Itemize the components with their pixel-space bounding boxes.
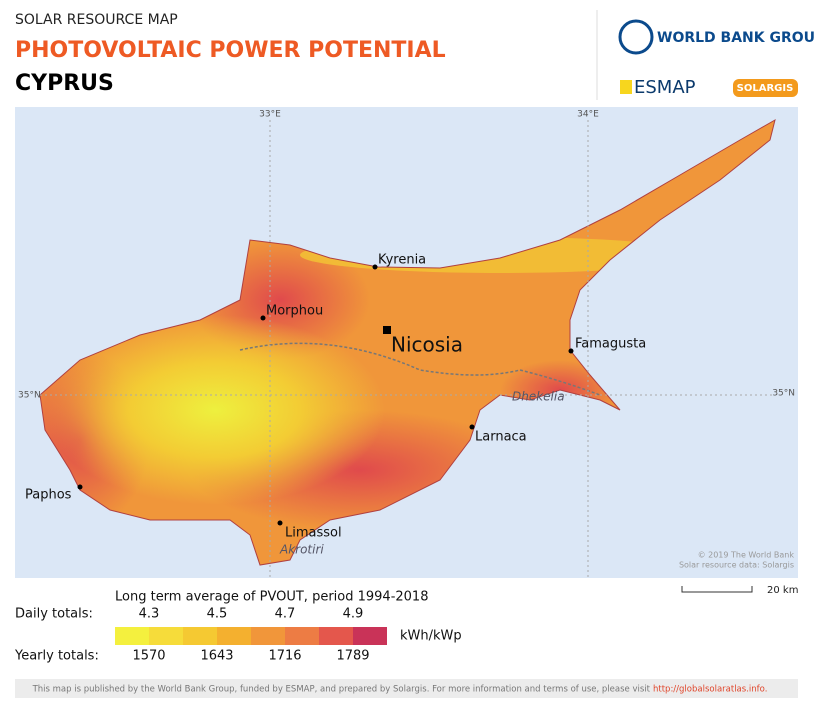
city-label: Nicosia xyxy=(391,333,463,357)
solargis-badge xyxy=(733,79,798,97)
yearly-label: Yearly totals: xyxy=(14,649,99,664)
solargis-text: SOLARGIS xyxy=(737,83,794,94)
legend-swatch xyxy=(285,627,319,645)
city-label: Kyrenia xyxy=(378,253,426,268)
city-label: Larnaca xyxy=(475,430,527,445)
legend-swatch xyxy=(319,627,353,645)
footer-link[interactable]: http://globalsolaratlas.info. xyxy=(653,685,767,695)
cities: Kyrenia Morphou Nicosia Famagusta Larnaca Pap… xyxy=(25,253,646,541)
city-label: Famagusta xyxy=(575,337,646,352)
daily-value: 4.3 xyxy=(139,607,160,622)
daily-value: 4.9 xyxy=(343,607,364,622)
city-marker xyxy=(260,315,266,321)
daily-value: 4.7 xyxy=(275,607,296,622)
legend-swatch xyxy=(353,627,387,645)
credit: Solar resource data: Solargis xyxy=(679,561,794,570)
yearly-value: 1789 xyxy=(336,649,369,664)
legend-unit: kWh/kWp xyxy=(400,629,462,644)
country: CYPRUS xyxy=(15,71,114,96)
kicker: SOLAR RESOURCE MAP xyxy=(15,12,178,28)
legend-title: Long term average of PVOUT, period 1994-… xyxy=(115,590,428,605)
scale-label: 20 km xyxy=(767,585,798,596)
city-marker xyxy=(568,348,574,354)
city-marker xyxy=(469,424,475,430)
footer-bar xyxy=(15,679,798,698)
lat-label: 35°N xyxy=(772,389,795,399)
legend-swatch xyxy=(183,627,217,645)
legend-swatch xyxy=(217,627,251,645)
city-label: Morphou xyxy=(266,304,323,319)
legend: 4.3 4.5 4.7 4.9 1570 1643 1716 1789 xyxy=(115,607,387,664)
daily-value: 4.5 xyxy=(207,607,228,622)
city-marker xyxy=(277,520,283,526)
daily-label: Daily totals: xyxy=(15,607,93,622)
lat-label: 35°N xyxy=(18,391,41,401)
esmap-mark xyxy=(620,80,632,94)
capital-marker xyxy=(383,326,391,334)
credit: © 2019 The World Bank xyxy=(698,551,795,560)
yearly-value: 1716 xyxy=(268,649,301,664)
buffer-line xyxy=(239,342,601,396)
title: PHOTOVOLTAIC POWER POTENTIAL xyxy=(15,38,446,63)
city-marker xyxy=(77,484,83,490)
wb-text: WORLD BANK GROUP xyxy=(657,30,814,46)
area-label: Akrotiri xyxy=(279,543,324,557)
footer-text: This map is published by the World Bank … xyxy=(32,685,651,695)
wb-logo xyxy=(618,19,654,55)
esmap-text: ESMAP xyxy=(634,77,696,98)
city-label: Paphos xyxy=(25,488,72,503)
lon-label: 34°E xyxy=(577,110,599,120)
legend-swatch xyxy=(149,627,183,645)
scale-bar xyxy=(681,586,753,593)
legend-swatch xyxy=(251,627,285,645)
city-marker xyxy=(372,264,378,270)
legend-swatch xyxy=(115,627,149,645)
yearly-value: 1570 xyxy=(132,649,165,664)
area-label: Dhekelia xyxy=(512,390,565,404)
yearly-value: 1643 xyxy=(200,649,233,664)
lon-label: 33°E xyxy=(259,110,281,120)
city-label: Limassol xyxy=(285,526,342,541)
